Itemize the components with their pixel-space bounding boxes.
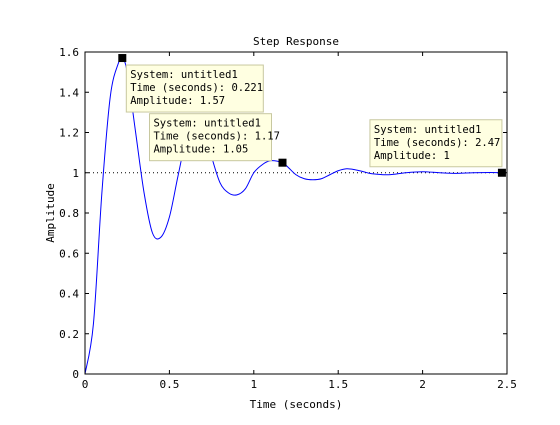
x-axis-label: Time (seconds) <box>250 398 343 411</box>
series-layer <box>84 56 502 375</box>
y-tick-label: 0.8 <box>59 207 79 220</box>
x-tick-label: 0 <box>82 378 89 391</box>
series-line-0 <box>84 56 502 375</box>
datatip-marker-0[interactable] <box>118 54 127 63</box>
y-tick-label: 0.6 <box>59 247 79 260</box>
datatip-markers <box>118 54 506 177</box>
x-tick-label: 0.5 <box>159 378 179 391</box>
y-tick-label: 0.4 <box>59 288 79 301</box>
datatip-1-line-2: Amplitude: 1.05 <box>153 144 248 156</box>
datatip-box-1 <box>148 113 272 162</box>
x-tick-label: 1 <box>250 378 257 391</box>
datatip-1-line-1: Time (seconds): 1.17 <box>153 131 279 143</box>
x-tick-label: 2.5 <box>497 378 517 391</box>
x-tick-label: 2 <box>419 378 426 391</box>
datatip-0-line-0: System: untitled1 <box>130 69 237 81</box>
y-tick-label: 1.6 <box>59 46 79 59</box>
datatip-marker-1[interactable] <box>278 158 287 167</box>
chart-title: Step Response <box>253 35 339 48</box>
datatip-0-line-1: Time (seconds): 0.221 <box>130 82 263 94</box>
datatip-box-2 <box>369 119 503 168</box>
y-tick-label: 0 <box>72 368 79 381</box>
datatip-marker-2[interactable] <box>497 168 506 177</box>
datatip-2-line-2: Amplitude: 1 <box>374 150 450 162</box>
axis-ticks: 0 0.5 1 1.5 2 2.5 0 0.2 0.4 0.6 0.8 1 1.2 1.4 1.6 <box>59 46 517 391</box>
y-tick-label: 1 <box>72 167 79 180</box>
datatip-2-line-1: Time (seconds): 2.47 <box>374 137 500 149</box>
y-tick-label: 0.2 <box>59 328 79 341</box>
datatip-1-line-0: System: untitled1 <box>153 118 260 130</box>
y-tick-label: 1.2 <box>59 127 79 140</box>
y-tick-label: 1.4 <box>59 86 79 99</box>
x-tick-label: 1.5 <box>328 378 348 391</box>
y-axis-label: Amplitude <box>44 183 57 243</box>
datatip-box-0 <box>125 64 264 113</box>
datatip-2-line-0: System: untitled1 <box>374 124 481 136</box>
datatip-0-line-2: Amplitude: 1.57 <box>130 95 225 107</box>
